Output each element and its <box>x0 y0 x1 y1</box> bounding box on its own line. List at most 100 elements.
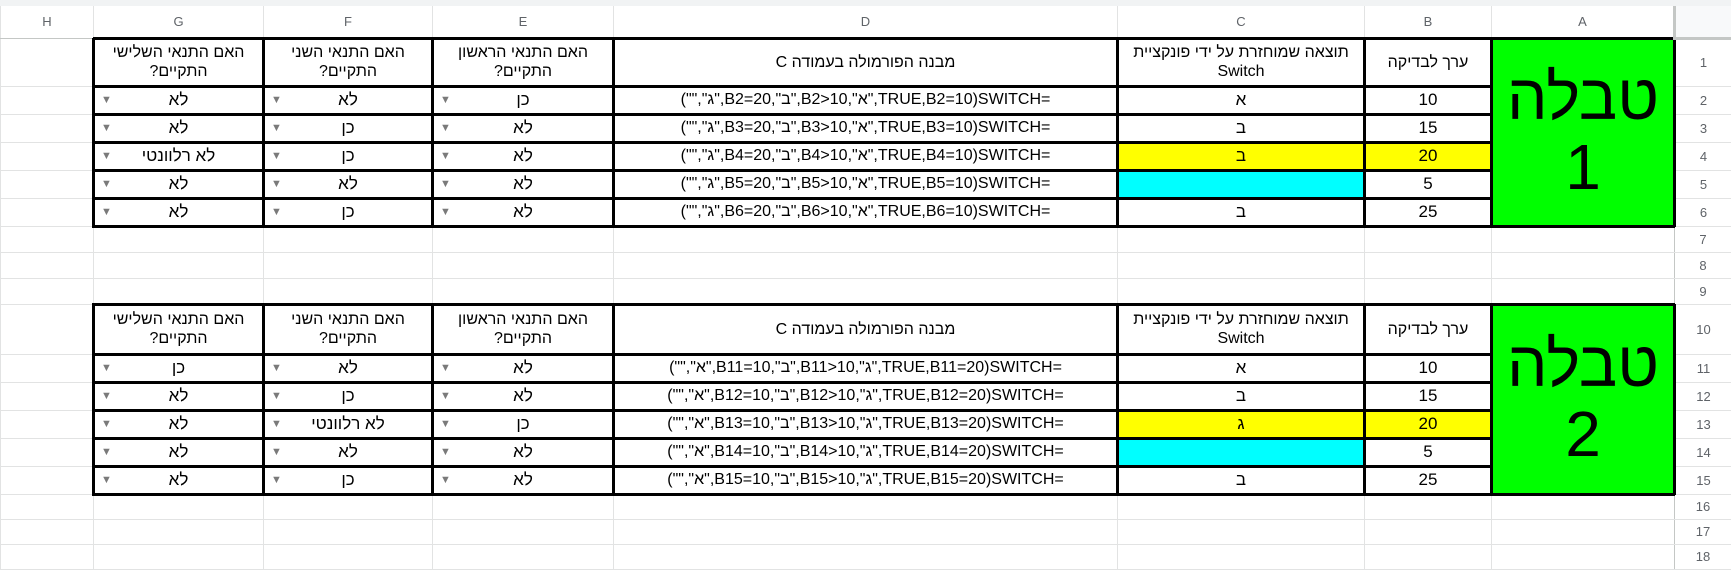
value-cell[interactable]: 15 <box>1363 112 1493 144</box>
empty-cell[interactable] <box>0 141 94 171</box>
empty-cell[interactable] <box>0 409 94 439</box>
dropdown-arrow-icon[interactable]: ▼ <box>440 362 451 374</box>
value-cell[interactable]: 5 <box>1363 168 1493 200</box>
empty-cell[interactable] <box>1364 543 1492 570</box>
row-header[interactable]: 17 <box>1674 518 1731 545</box>
condition-dropdown-cell[interactable]: ▼ כן <box>431 84 615 116</box>
empty-cell[interactable] <box>0 85 94 115</box>
row-header[interactable]: 14 <box>1674 437 1731 467</box>
empty-cell[interactable] <box>93 277 264 305</box>
empty-cell[interactable] <box>432 225 614 253</box>
condition-dropdown-cell[interactable]: ▼ לא <box>431 380 615 412</box>
dropdown-arrow-icon[interactable]: ▼ <box>440 206 451 218</box>
formula-cell[interactable]: =SWITCH(TRUE,B14=20,"ג",B14>10,"ב",B14=1… <box>612 436 1119 468</box>
condition-dropdown-cell[interactable]: ▼ כן <box>262 140 434 172</box>
empty-cell[interactable] <box>432 493 614 520</box>
row-header[interactable]: 5 <box>1674 169 1731 199</box>
empty-cell[interactable] <box>1117 277 1365 305</box>
empty-cell[interactable] <box>1491 225 1675 253</box>
empty-cell[interactable] <box>1117 493 1365 520</box>
condition-dropdown-cell[interactable]: ▼ לא <box>431 196 615 228</box>
row-header[interactable]: 3 <box>1674 113 1731 143</box>
condition-dropdown-cell[interactable]: ▼ כן <box>92 352 265 384</box>
condition-dropdown-cell[interactable]: ▼ לא <box>431 168 615 200</box>
dropdown-arrow-icon[interactable]: ▼ <box>101 390 112 402</box>
dropdown-arrow-icon[interactable]: ▼ <box>271 390 282 402</box>
value-cell[interactable]: 20 <box>1363 408 1493 440</box>
condition-dropdown-cell[interactable]: ▼ לא <box>262 352 434 384</box>
dropdown-arrow-icon[interactable]: ▼ <box>271 206 282 218</box>
dropdown-arrow-icon[interactable]: ▼ <box>101 122 112 134</box>
condition-dropdown-cell[interactable]: ▼ לא <box>431 352 615 384</box>
dropdown-arrow-icon[interactable]: ▼ <box>101 150 112 162</box>
empty-cell[interactable] <box>432 543 614 570</box>
column-header-C[interactable]: C <box>1117 0 1365 39</box>
condition-dropdown-cell[interactable]: ▼ לא <box>431 436 615 468</box>
condition-dropdown-cell[interactable]: ▼ לא <box>92 84 265 116</box>
empty-cell[interactable] <box>0 197 94 227</box>
dropdown-arrow-icon[interactable]: ▼ <box>440 390 451 402</box>
empty-cell[interactable] <box>1117 225 1365 253</box>
empty-cell[interactable] <box>263 277 433 305</box>
empty-cell[interactable] <box>1364 518 1492 545</box>
empty-cell[interactable] <box>1364 225 1492 253</box>
row-header[interactable]: 8 <box>1674 251 1731 279</box>
dropdown-arrow-icon[interactable]: ▼ <box>101 474 112 486</box>
condition-dropdown-cell[interactable]: ▼ לא <box>92 168 265 200</box>
dropdown-arrow-icon[interactable]: ▼ <box>271 178 282 190</box>
condition-dropdown-cell[interactable]: ▼ לא <box>262 436 434 468</box>
empty-cell[interactable] <box>1491 543 1675 570</box>
empty-cell[interactable] <box>0 113 94 143</box>
row-header[interactable]: 6 <box>1674 197 1731 227</box>
formula-cell[interactable]: =SWITCH(TRUE,B15=20,"ג",B15>10,"ב",B15=1… <box>612 464 1119 496</box>
dropdown-arrow-icon[interactable]: ▼ <box>440 418 451 430</box>
dropdown-arrow-icon[interactable]: ▼ <box>101 94 112 106</box>
dropdown-arrow-icon[interactable]: ▼ <box>271 446 282 458</box>
dropdown-arrow-icon[interactable]: ▼ <box>101 206 112 218</box>
empty-cell[interactable] <box>432 518 614 545</box>
value-cell[interactable]: 20 <box>1363 140 1493 172</box>
column-header-A[interactable]: A <box>1491 0 1675 39</box>
condition-dropdown-cell[interactable]: ▼ לא רלוונטי <box>262 408 434 440</box>
empty-cell[interactable] <box>432 277 614 305</box>
condition-dropdown-cell[interactable]: ▼ לא רלוונטי <box>92 140 265 172</box>
result-cell[interactable]: ג <box>1116 408 1366 440</box>
empty-cell[interactable] <box>93 518 264 545</box>
value-cell[interactable]: 15 <box>1363 380 1493 412</box>
dropdown-arrow-icon[interactable]: ▼ <box>101 362 112 374</box>
formula-cell[interactable]: =SWITCH(TRUE,B5=10,"א",B5>10,"ב",B5=20,"… <box>612 168 1119 200</box>
header-cell-C[interactable]: תוצאה שמוחזרת על ידי פונקציית Switch <box>1116 302 1366 356</box>
empty-cell[interactable] <box>1491 518 1675 545</box>
empty-cell[interactable] <box>613 277 1118 305</box>
empty-cell[interactable] <box>1364 251 1492 279</box>
dropdown-arrow-icon[interactable]: ▼ <box>271 474 282 486</box>
condition-dropdown-cell[interactable]: ▼ לא <box>92 112 265 144</box>
dropdown-arrow-icon[interactable]: ▼ <box>271 94 282 106</box>
empty-cell[interactable] <box>263 225 433 253</box>
column-header-G[interactable]: G <box>93 0 264 39</box>
empty-cell[interactable] <box>613 251 1118 279</box>
header-cell-B[interactable]: ערך לבדיקה <box>1363 302 1493 356</box>
dropdown-arrow-icon[interactable]: ▼ <box>271 122 282 134</box>
empty-cell[interactable] <box>1491 493 1675 520</box>
condition-dropdown-cell[interactable]: ▼ כן <box>262 380 434 412</box>
empty-cell[interactable] <box>263 543 433 570</box>
header-cell-F[interactable]: האם התנאי השני התקיים? <box>262 302 434 356</box>
row-header[interactable]: 2 <box>1674 85 1731 115</box>
header-cell-G[interactable]: האם התנאי השלישי התקיים? <box>92 302 265 356</box>
formula-cell[interactable]: =SWITCH(TRUE,B3=10,"א",B3>10,"ב",B3=20,"… <box>612 112 1119 144</box>
condition-dropdown-cell[interactable]: ▼ לא <box>431 464 615 496</box>
result-cell[interactable] <box>1116 168 1366 200</box>
formula-cell[interactable]: =SWITCH(TRUE,B11=20,"ג",B11>10,"ב",B11=1… <box>612 352 1119 384</box>
empty-cell[interactable] <box>0 493 94 520</box>
row-header[interactable]: 1 <box>1674 37 1731 87</box>
result-cell[interactable]: ב <box>1116 112 1366 144</box>
empty-cell[interactable] <box>93 493 264 520</box>
empty-cell[interactable] <box>263 251 433 279</box>
header-cell-C[interactable]: תוצאה שמוחזרת על ידי פונקציית Switch <box>1116 36 1366 88</box>
condition-dropdown-cell[interactable]: ▼ כן <box>431 408 615 440</box>
dropdown-arrow-icon[interactable]: ▼ <box>101 418 112 430</box>
formula-cell[interactable]: =SWITCH(TRUE,B4=10,"א",B4>10,"ב",B4=20,"… <box>612 140 1119 172</box>
row-header[interactable]: 11 <box>1674 353 1731 383</box>
dropdown-arrow-icon[interactable]: ▼ <box>440 178 451 190</box>
